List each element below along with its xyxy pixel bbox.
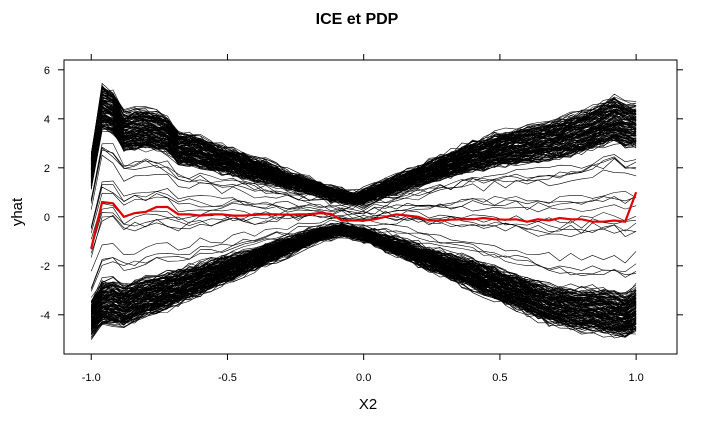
- ice-line: [90, 180, 637, 228]
- ice-line: [90, 212, 637, 250]
- ice-line: [90, 149, 637, 209]
- plot-frame: [63, 59, 678, 355]
- ice-line: [90, 103, 637, 197]
- x-tick-label: 0.5: [492, 372, 507, 384]
- y-tick-label: 0: [44, 212, 50, 224]
- ice-line: [90, 223, 637, 313]
- ice-line: [90, 226, 637, 307]
- y-tick-label: -4: [40, 310, 50, 322]
- x-tick-label: 0.0: [356, 372, 371, 384]
- x-tick-label: -1.0: [82, 372, 101, 384]
- y-tick-label: 2: [44, 163, 50, 175]
- ice-line: [90, 184, 637, 228]
- ice-line: [90, 225, 637, 312]
- ice-line: [90, 109, 637, 200]
- x-axis: -1.0 -0.5 0.0 0.5 1.0: [82, 54, 644, 384]
- x-tick-label: -0.5: [218, 372, 237, 384]
- chart-title: ICE et PDP: [316, 11, 399, 28]
- ice-line: [90, 192, 637, 234]
- ice-line: [90, 226, 637, 323]
- y-tick-label: 6: [44, 65, 50, 77]
- y-axis-title: yhat: [9, 197, 26, 226]
- ice-line: [90, 186, 637, 230]
- y-tick-label: 4: [44, 114, 50, 126]
- ice-curves: [90, 82, 637, 340]
- y-tick-label: -2: [40, 261, 50, 273]
- pdp-curve: [90, 191, 638, 249]
- ice-line: [90, 96, 637, 199]
- ice-line: [90, 125, 637, 201]
- ice-line: [90, 99, 637, 202]
- ice-line: [90, 95, 637, 199]
- ice-line: [90, 154, 637, 212]
- ice-line: [90, 217, 637, 272]
- ice-line: [90, 226, 637, 308]
- ice-line: [90, 120, 637, 203]
- ice-line: [90, 96, 637, 197]
- ice-line: [90, 225, 637, 315]
- ice-line: [90, 119, 637, 199]
- ice-line: [90, 103, 637, 202]
- ice-line: [90, 231, 637, 330]
- ice-line: [90, 86, 637, 196]
- ice-line: [90, 206, 637, 249]
- y-axis: -4 -2 0 2 4 6: [40, 65, 683, 322]
- ice-line: [90, 224, 637, 290]
- ice-line: [91, 232, 637, 339]
- ice-line: [90, 231, 637, 330]
- ice-line: [90, 228, 637, 314]
- x-tick-label: 1.0: [628, 372, 643, 384]
- ice-line: [90, 231, 637, 324]
- x-axis-title: X2: [359, 396, 377, 413]
- ice-line: [90, 119, 637, 204]
- ice-line: [90, 231, 637, 332]
- ice-line: [90, 229, 637, 322]
- pdp-line: [90, 191, 638, 249]
